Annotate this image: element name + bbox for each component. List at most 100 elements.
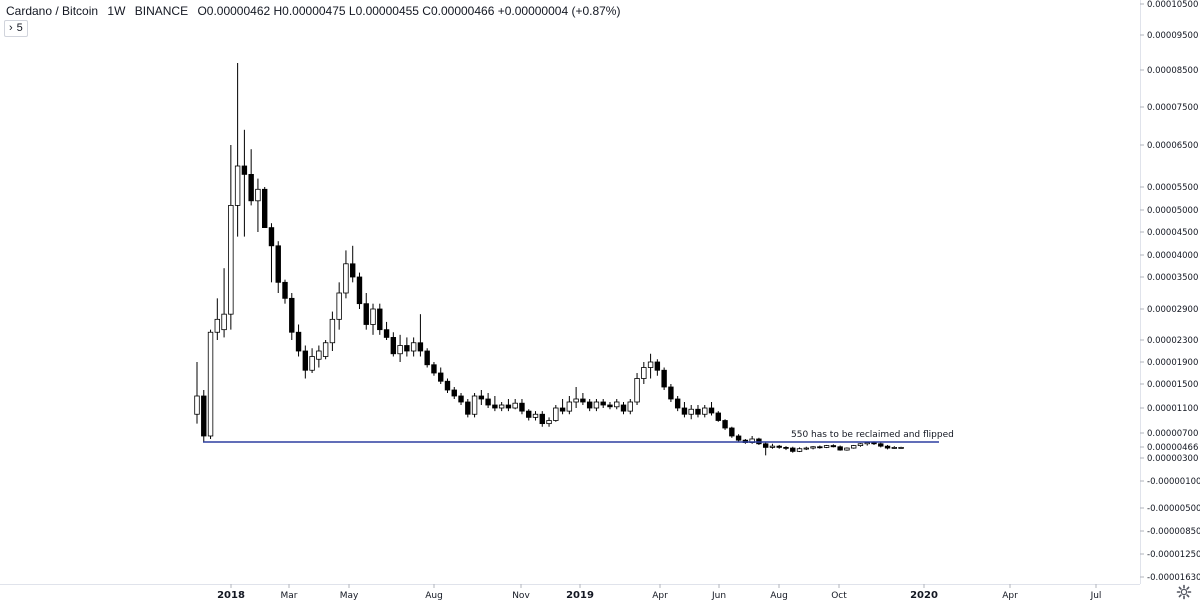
candle[interactable] xyxy=(559,399,566,415)
time-axis[interactable]: 2018 Mar May Aug Nov 2019 Apr Jun Aug Oct 2020 Apr J… xyxy=(217,584,1101,601)
candle[interactable] xyxy=(458,393,464,405)
candle[interactable] xyxy=(654,359,661,376)
symbol-name[interactable]: Cardano / Bitcoin xyxy=(6,4,99,18)
candle[interactable] xyxy=(884,444,891,450)
candle[interactable] xyxy=(607,402,613,410)
candle[interactable] xyxy=(383,321,390,340)
candle[interactable] xyxy=(424,348,430,368)
candle[interactable] xyxy=(485,393,491,408)
candle[interactable] xyxy=(573,387,579,408)
candle[interactable] xyxy=(356,272,363,309)
candle[interactable] xyxy=(390,332,397,357)
candle[interactable] xyxy=(336,282,342,330)
candle[interactable] xyxy=(566,396,573,415)
candle[interactable] xyxy=(289,293,295,340)
collapse-indicators-button[interactable]: › 5 xyxy=(4,20,28,37)
candle[interactable] xyxy=(316,345,322,368)
candle[interactable] xyxy=(769,443,776,449)
candle[interactable] xyxy=(641,362,647,384)
candle[interactable] xyxy=(275,241,281,293)
candle[interactable] xyxy=(580,393,586,405)
candle[interactable] xyxy=(505,399,512,412)
candle[interactable] xyxy=(431,362,437,376)
candle[interactable] xyxy=(282,279,288,304)
candle[interactable] xyxy=(593,399,600,412)
candle[interactable] xyxy=(302,345,309,379)
candle[interactable] xyxy=(776,444,782,449)
candle[interactable] xyxy=(241,129,248,237)
candle[interactable] xyxy=(891,446,898,449)
candle[interactable] xyxy=(695,405,701,418)
candle[interactable] xyxy=(844,447,850,451)
candle[interactable] xyxy=(465,399,471,418)
candle[interactable] xyxy=(363,293,369,330)
candle[interactable] xyxy=(715,411,721,422)
candle[interactable] xyxy=(634,373,640,405)
candle[interactable] xyxy=(661,367,667,391)
price-axis[interactable]: 0.00010500 0.00009500 0.00008500 0.00007500… xyxy=(1140,0,1200,583)
candle[interactable] xyxy=(668,384,674,402)
candle[interactable] xyxy=(586,399,593,412)
candle[interactable] xyxy=(478,390,485,405)
candle[interactable] xyxy=(410,337,417,357)
candle[interactable] xyxy=(201,390,207,442)
candle[interactable] xyxy=(627,399,633,415)
candle[interactable] xyxy=(255,178,261,232)
candle[interactable] xyxy=(722,419,728,430)
candle[interactable] xyxy=(803,446,809,451)
candle[interactable] xyxy=(600,399,606,408)
candle[interactable] xyxy=(329,311,336,351)
candle[interactable] xyxy=(620,402,627,415)
candle[interactable] xyxy=(702,405,708,418)
candle[interactable] xyxy=(539,411,545,427)
candle[interactable] xyxy=(234,63,241,237)
candle[interactable] xyxy=(796,447,803,453)
candle[interactable] xyxy=(898,446,904,449)
candle[interactable] xyxy=(512,399,518,410)
annotation-label[interactable]: 550 has to be reclaimed and flipped xyxy=(791,430,954,440)
candle[interactable] xyxy=(729,426,735,438)
candle[interactable] xyxy=(708,402,715,416)
candle[interactable] xyxy=(688,405,694,420)
candle[interactable] xyxy=(417,314,424,357)
candle[interactable] xyxy=(790,446,796,453)
candle[interactable] xyxy=(207,329,214,439)
candle[interactable] xyxy=(553,405,559,422)
candle[interactable] xyxy=(762,442,769,456)
candle[interactable] xyxy=(492,396,498,412)
candle[interactable] xyxy=(248,149,254,206)
candle[interactable] xyxy=(438,367,444,385)
candle[interactable] xyxy=(850,444,857,449)
candle[interactable] xyxy=(878,442,884,448)
candle[interactable] xyxy=(214,298,221,340)
candle[interactable] xyxy=(526,409,532,421)
candle[interactable] xyxy=(444,378,451,394)
candle[interactable] xyxy=(614,399,620,410)
candle[interactable] xyxy=(268,223,275,283)
candle[interactable] xyxy=(309,348,315,373)
candle[interactable] xyxy=(647,353,654,379)
candle[interactable] xyxy=(370,303,376,335)
candle[interactable] xyxy=(194,362,200,424)
candle[interactable] xyxy=(451,387,457,399)
candle[interactable] xyxy=(783,446,789,451)
candle[interactable] xyxy=(498,402,505,412)
candle[interactable] xyxy=(674,396,681,412)
candle[interactable] xyxy=(830,444,837,448)
candle[interactable] xyxy=(857,443,864,447)
candle[interactable] xyxy=(404,337,410,357)
candle[interactable] xyxy=(817,445,823,449)
candle[interactable] xyxy=(823,444,830,449)
gear-icon[interactable] xyxy=(1176,584,1192,600)
candle[interactable] xyxy=(837,445,843,451)
candle[interactable] xyxy=(221,268,227,338)
candle[interactable] xyxy=(397,334,403,362)
candle[interactable] xyxy=(322,340,329,360)
candle[interactable] xyxy=(377,303,383,335)
candle[interactable] xyxy=(810,446,816,450)
candle[interactable] xyxy=(261,187,268,229)
candle[interactable] xyxy=(519,399,525,415)
candle[interactable] xyxy=(471,393,478,418)
candle[interactable] xyxy=(532,411,539,421)
